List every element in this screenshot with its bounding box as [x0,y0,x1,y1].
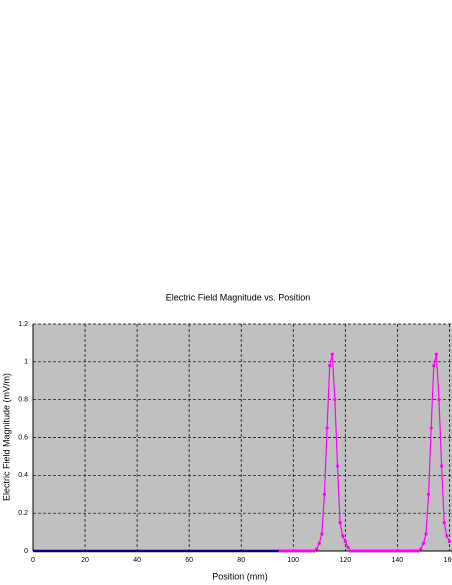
data-point [411,549,415,553]
data-point [312,549,316,553]
data-point [364,549,368,553]
data-point [421,541,425,546]
x-tick-label: 40 [133,557,141,564]
data-point [359,549,363,553]
data-point [343,539,347,544]
y-tick-label: 0 [24,548,28,555]
data-point [278,549,282,553]
data-point [419,547,423,551]
y-tick-label: 0.2 [18,510,28,517]
data-point [341,534,345,538]
data-point [439,464,444,468]
data-point [393,549,397,553]
x-tick-label: 100 [287,557,299,564]
data-point [361,549,366,553]
x-tick-label: 0 [31,557,35,564]
data-point [289,549,293,553]
data-point [426,492,431,496]
data-point [382,549,386,553]
y-tick-label: 0.4 [18,472,28,479]
data-point [424,532,428,536]
data-point [309,549,314,553]
plot-area [33,324,452,551]
x-tick-label: 120 [339,557,351,564]
data-point [291,549,295,553]
data-point [367,549,371,553]
data-point [315,547,319,551]
data-point [354,549,358,553]
data-point [432,364,436,368]
data-point [416,549,420,553]
data-point [390,549,394,553]
data-point [403,549,407,553]
data-point [338,521,342,525]
data-point [395,549,399,553]
data-point [335,464,340,468]
data-point [325,426,329,430]
data-point [387,549,392,553]
data-point [283,549,288,553]
y-tick-label: 1.2 [18,321,28,328]
x-tick-label: 140 [392,557,404,564]
data-point [374,549,379,553]
data-point [317,541,321,546]
data-point [328,364,332,368]
y-axis-label: Electric Field Magnitude (mV/m) [1,373,11,501]
data-point [445,534,449,538]
data-point [286,549,290,553]
data-point [429,426,433,430]
x-axis-label: Position (mm) [212,571,268,581]
y-tick-label: 0.6 [18,434,28,441]
data-point [385,549,389,553]
data-point [408,549,412,553]
data-point [356,549,360,553]
data-point [281,549,285,553]
chart-title: Electric Field Magnitude vs. Position [166,292,311,302]
data-point [302,549,306,553]
data-point [304,549,308,553]
data-point [372,549,376,553]
data-point [413,549,418,553]
data-point [377,549,381,553]
data-point [299,549,303,553]
data-point [307,549,311,553]
data-point [434,352,438,356]
data-point [322,492,327,496]
data-point [447,539,451,544]
data-point [437,398,441,402]
data-point [351,549,355,553]
data-point [398,549,402,553]
data-point [320,532,324,536]
data-point [400,549,405,553]
data-point [369,549,373,553]
data-point [442,521,446,525]
data-point [380,549,384,553]
x-tick-label: 20 [81,557,89,564]
y-tick-label: 0.8 [18,397,28,404]
data-point [346,545,350,549]
data-point [406,549,410,553]
data-point [333,398,337,402]
data-point [348,549,353,553]
x-tick-label: 60 [185,557,193,564]
data-point [330,352,334,356]
x-tick-label: 160 [444,557,452,564]
x-tick-label: 80 [237,557,245,564]
data-point [294,549,298,553]
data-point [296,549,301,553]
y-tick-label: 1 [24,359,28,366]
